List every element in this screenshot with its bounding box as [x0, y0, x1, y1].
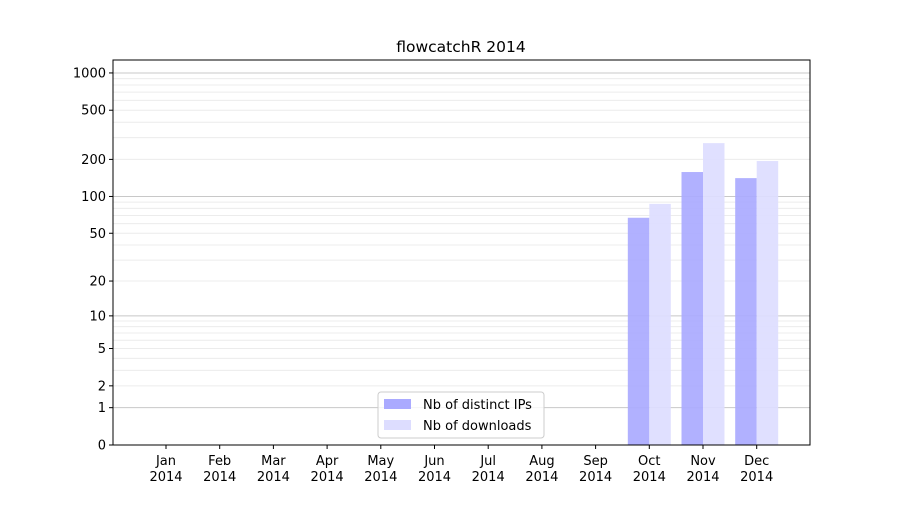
legend: Nb of distinct IPs Nb of downloads	[377, 391, 545, 439]
y-tick-label: 500	[81, 104, 106, 119]
bar-ips	[627, 217, 650, 445]
bars	[627, 143, 779, 445]
bar-ips	[735, 178, 757, 445]
plot-frame	[112, 59, 811, 446]
y-tick-label: 5	[98, 342, 106, 357]
legend-label-ips: Nb of distinct IPs	[423, 398, 532, 413]
bar-downloads	[703, 143, 725, 445]
legend-box	[377, 391, 545, 439]
bar-downloads	[649, 203, 671, 445]
y-tick-label: 50	[89, 227, 106, 242]
y-tick-label: 0	[98, 439, 106, 454]
x-tick-label: Jun 2014	[418, 454, 451, 485]
y-tick-label: 1	[98, 401, 106, 416]
y-tick-label: 20	[89, 275, 106, 290]
x-tick-label: Apr 2014	[311, 454, 344, 485]
bar-ips	[681, 172, 703, 445]
x-tick-label: Feb 2014	[203, 454, 236, 485]
y-tick-label: 1000	[73, 66, 106, 81]
x-tick-label: Dec 2014	[740, 454, 773, 485]
x-tick-label: Jul 2014	[472, 454, 505, 485]
legend-label-downloads: Nb of downloads	[423, 419, 532, 434]
x-axis: Jan 2014 Feb 2014 Mar 2014 Apr 2014 May 2014 Jun 20…	[149, 445, 773, 485]
x-tick-label: May 2014	[364, 454, 397, 485]
x-tick-label: Oct 2014	[633, 454, 666, 485]
chart-title: flowcatchR 2014	[396, 38, 526, 56]
x-tick-label: Sep 2014	[579, 454, 612, 485]
x-tick-label: Jan 2014	[149, 454, 182, 485]
y-tick-label: 200	[81, 153, 106, 168]
y-tick-label: 10	[89, 309, 106, 324]
y-tick-label: 2	[98, 379, 106, 394]
x-tick-label: Aug 2014	[525, 454, 558, 485]
legend-swatch-downloads	[384, 420, 411, 430]
bar-downloads	[756, 161, 779, 445]
x-tick-label: Mar 2014	[257, 454, 290, 485]
x-tick-label: Nov 2014	[686, 454, 719, 485]
legend-swatch-ips	[384, 399, 411, 409]
y-axis: 0 1 2 5 10 20 50 100 200 500 1000	[73, 66, 113, 454]
y-tick-label: 100	[81, 190, 106, 205]
